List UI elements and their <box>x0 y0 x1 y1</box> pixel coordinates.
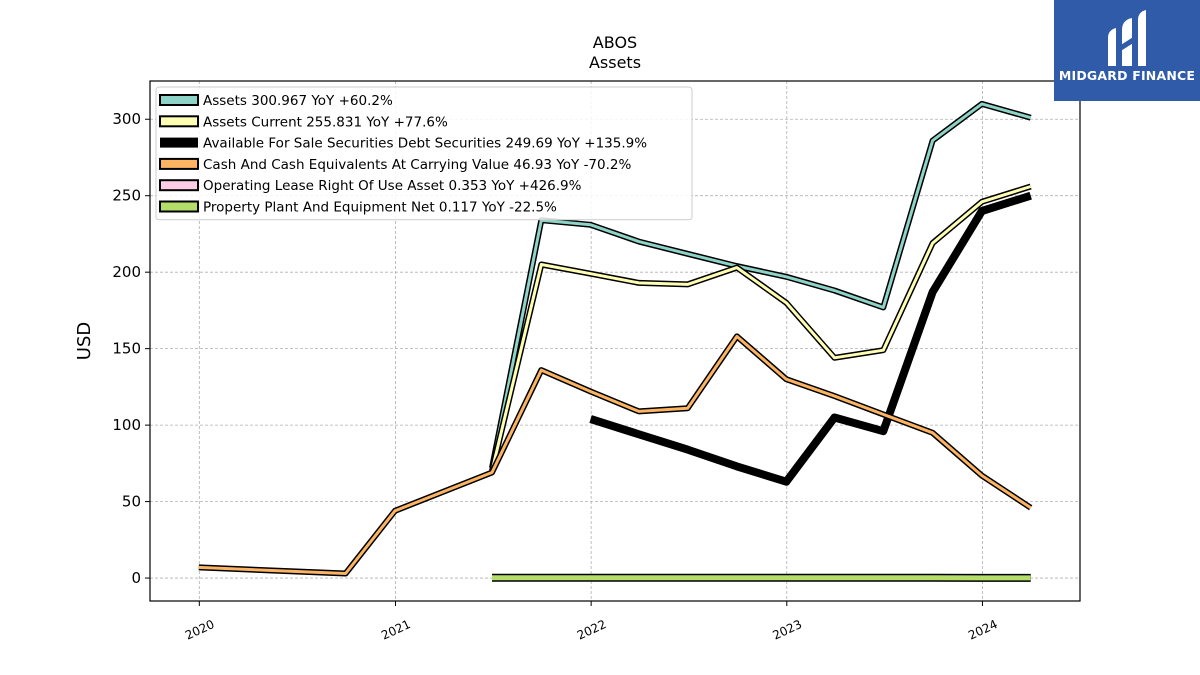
y-tick-label: 200 <box>112 263 141 281</box>
y-tick-label: 150 <box>112 340 141 358</box>
series-line <box>198 334 1032 575</box>
brand-logo: MIDGARD FINANCE <box>1054 0 1200 101</box>
x-tick-label: 2024 <box>966 617 1000 643</box>
y-tick-label: 50 <box>122 493 141 511</box>
brand-mark-icon <box>1108 10 1146 66</box>
legend-label: Available For Sale Securities Debt Secur… <box>203 136 647 152</box>
y-tick-label: 100 <box>112 416 141 434</box>
series-line <box>589 191 1032 486</box>
y-tick-label: 0 <box>131 569 141 587</box>
brand-name: MIDGARD FINANCE <box>1058 68 1196 83</box>
legend-label: Property Plant And Equipment Net 0.117 Y… <box>203 200 557 216</box>
y-tick-label: 250 <box>112 187 141 205</box>
x-tick-label: 2021 <box>379 617 413 643</box>
legend-swatch <box>159 200 199 213</box>
plot-frame <box>149 80 1081 602</box>
legend-swatch <box>159 94 199 106</box>
legend-label: Operating Lease Right Of Use Asset 0.353… <box>203 178 582 194</box>
y-tick-label: 300 <box>112 110 141 128</box>
legend-swatch <box>159 115 199 128</box>
legend-box <box>155 86 693 221</box>
legend-label: Cash And Cash Equivalents At Carrying Va… <box>203 157 631 173</box>
legend-label: Assets Current 255.831 YoY +77.6% <box>203 114 448 130</box>
x-tick-label: 2020 <box>183 617 217 643</box>
legend-swatch <box>159 179 199 192</box>
x-tick-label: 2023 <box>770 617 804 643</box>
series-line <box>490 185 1032 472</box>
legend-swatch <box>159 157 199 170</box>
chart-subtitle: Assets <box>588 53 642 72</box>
y-axis-label: USD <box>74 322 95 360</box>
chart-title: ABOS <box>592 33 638 52</box>
series-line <box>490 102 1032 469</box>
legend-label: Assets 300.967 YoY +60.2% <box>203 93 393 109</box>
x-tick-label: 2022 <box>575 617 609 643</box>
legend-swatch <box>160 137 198 148</box>
